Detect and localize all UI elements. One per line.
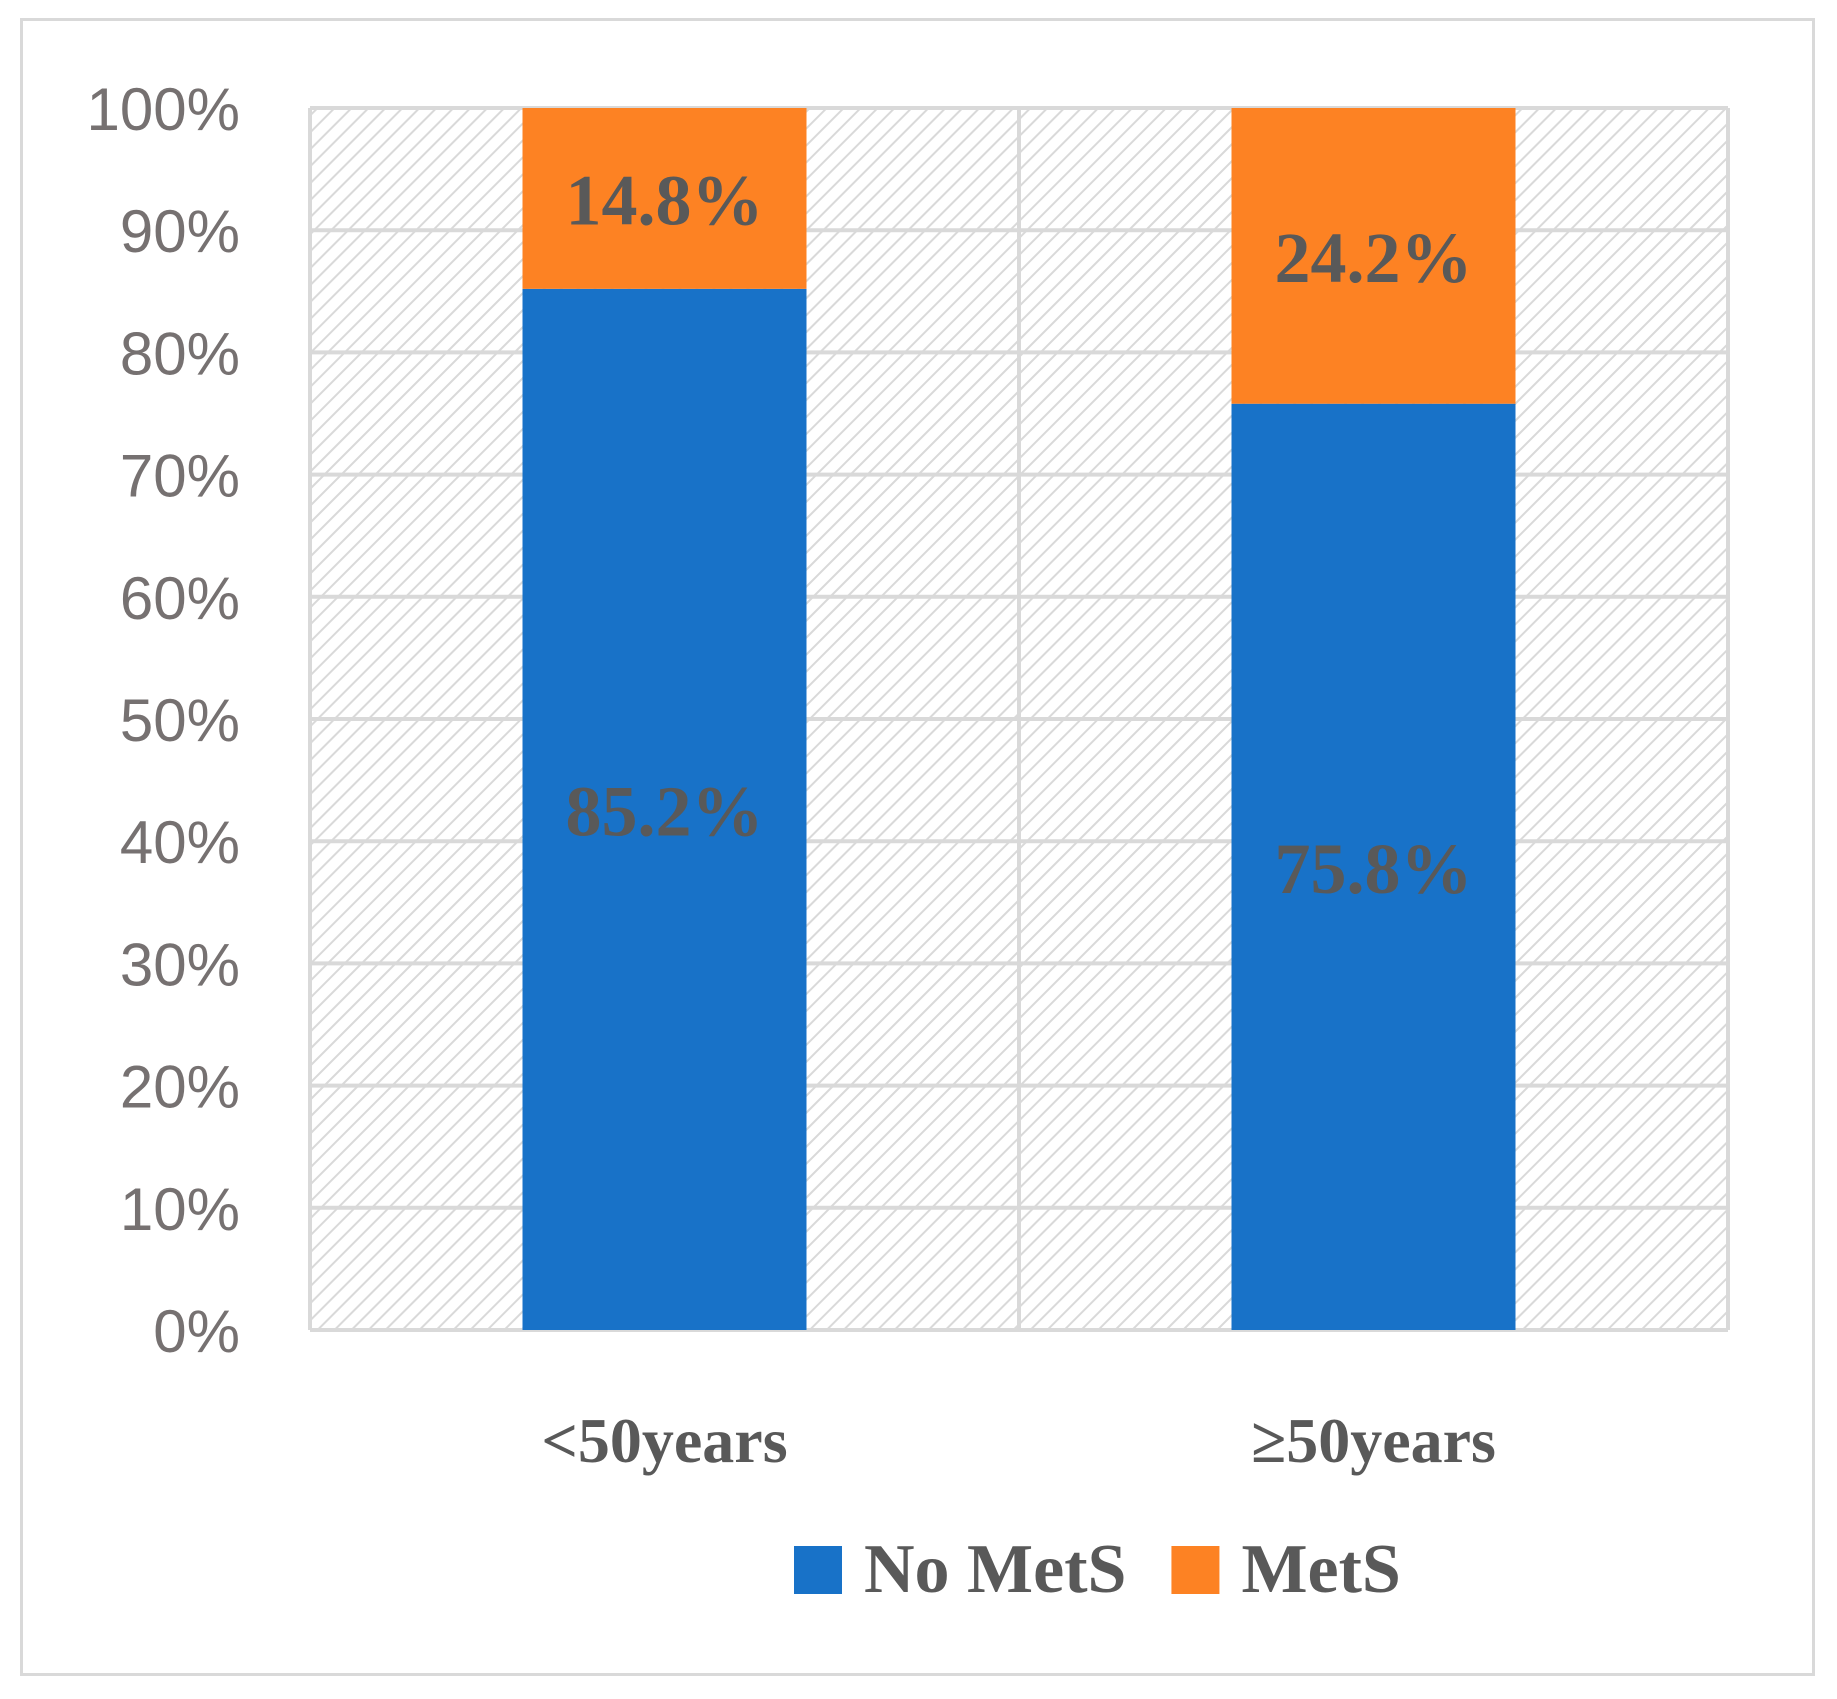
y-tick-label: 100% xyxy=(87,76,240,143)
data-label: 14.8% xyxy=(566,160,764,240)
x-axis-category-labels: <50years ≥50years xyxy=(541,1405,1496,1476)
y-tick-label: 60% xyxy=(120,565,240,632)
data-label: 85.2% xyxy=(566,771,764,851)
bar-segment-no-mets xyxy=(1231,403,1516,1330)
y-tick-label: 20% xyxy=(120,1054,240,1121)
bars xyxy=(522,108,1516,1331)
x-category-label: ≥50years xyxy=(1251,1405,1496,1476)
legend-label: No MetS xyxy=(864,1531,1126,1608)
x-category-label: <50years xyxy=(541,1405,787,1476)
y-tick-label: 30% xyxy=(120,931,240,998)
y-tick-label: 50% xyxy=(120,687,240,754)
y-tick-label: 10% xyxy=(120,1176,240,1243)
y-tick-label: 70% xyxy=(120,443,240,510)
legend-label: MetS xyxy=(1241,1531,1400,1608)
bar-segment-mets xyxy=(522,108,807,289)
data-labels: 85.2% 14.8% 75.8% 24.2% xyxy=(566,160,1473,908)
y-tick-label: 0% xyxy=(153,1298,240,1365)
bar-segment-mets xyxy=(1231,108,1516,404)
data-label: 75.8% xyxy=(1275,829,1473,909)
y-tick-label: 40% xyxy=(120,809,240,876)
legend: No MetS MetS xyxy=(794,1531,1401,1608)
legend-swatch xyxy=(1171,1546,1220,1594)
y-tick-label: 80% xyxy=(120,320,240,387)
bar-segment-no-mets xyxy=(522,288,807,1331)
legend-swatch xyxy=(794,1546,842,1594)
data-label: 24.2% xyxy=(1275,218,1473,298)
y-tick-label: 90% xyxy=(120,198,240,265)
y-axis-tick-labels: 0% 10% 20% 30% 40% 50% 60% 70% 80% 90% 100% xyxy=(87,76,240,1365)
